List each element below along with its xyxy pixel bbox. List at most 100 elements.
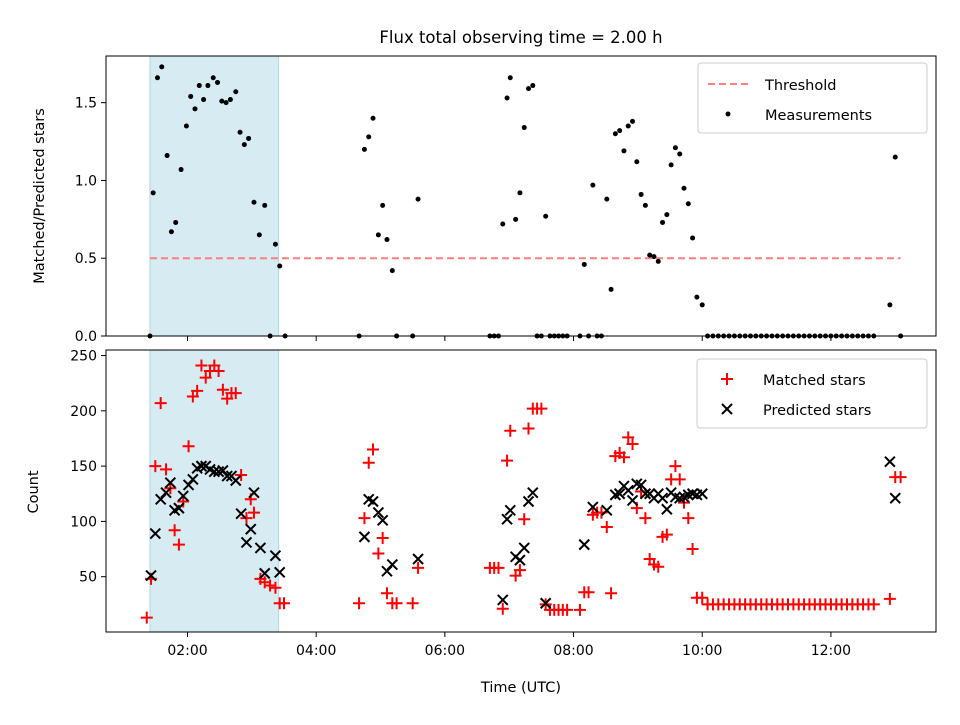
predicted-point [696, 488, 708, 500]
predicted-point [164, 476, 177, 489]
matched-point [504, 424, 517, 437]
bottom-axes: 50 100 150 200 250 02:00 04:00 06:00 08:00 10:00 1… [70, 349, 937, 659]
matched-point [617, 451, 630, 464]
matched-point [247, 506, 260, 519]
predicted-point [656, 492, 669, 504]
y-tick-label: 50 [79, 570, 97, 586]
y-tick-label: 1.5 [75, 96, 97, 112]
matched-point [390, 597, 403, 610]
matched-point [682, 512, 695, 525]
measurement-point [201, 97, 207, 103]
measurement-point [677, 151, 683, 157]
matched-point [673, 473, 686, 486]
predicted-point [518, 542, 530, 554]
measurement-point [205, 83, 211, 89]
matched-point [883, 592, 896, 605]
x-tick-label: 10:00 [682, 643, 722, 659]
measurement-point [642, 202, 648, 208]
measurement-point [634, 159, 640, 165]
measurement-point [500, 221, 506, 227]
predicted-point [501, 513, 513, 525]
shaded-interval [149, 349, 280, 633]
predicted-point [601, 504, 613, 517]
matched-point [353, 597, 366, 610]
measurement-point [366, 134, 372, 140]
predicted-point [412, 553, 424, 565]
predicted-point [639, 488, 652, 500]
matched-point [367, 443, 380, 456]
matched-point [229, 387, 242, 400]
matched-point [278, 597, 291, 610]
x-tick-label: 08:00 [553, 643, 593, 659]
matched-point [686, 543, 699, 556]
matched-point [600, 520, 613, 533]
matched-point [212, 365, 225, 378]
shaded-interval [149, 55, 280, 337]
measurement-point [159, 64, 165, 70]
measurement-point [389, 268, 395, 274]
predicted-legend-label: Predicted stars [763, 403, 871, 419]
x-tick-label: 06:00 [425, 643, 465, 659]
matched-point [140, 611, 153, 624]
measurement-point [621, 148, 627, 154]
measurement-point [188, 93, 194, 99]
predicted-point [889, 492, 901, 504]
matched-point [652, 560, 665, 573]
measurements-legend-marker [725, 111, 731, 117]
matched-point [269, 581, 282, 594]
matched-point [573, 603, 586, 616]
x-axis-label: Time (UTC) [480, 680, 561, 696]
measurement-point [246, 135, 252, 141]
matched-point [406, 597, 419, 610]
measurement-point [651, 254, 657, 260]
matched-point [172, 538, 185, 551]
measurement-point [272, 241, 278, 247]
y-tick-label: 1.0 [75, 173, 97, 189]
measurement-point [608, 286, 614, 292]
matched-point [191, 384, 204, 397]
predicted-point [269, 549, 282, 562]
predicted-point [274, 566, 286, 578]
matched-point [380, 587, 393, 600]
measurement-point [690, 235, 696, 241]
measurements-legend-label: Measurements [765, 108, 872, 124]
y-tick-label: 0.5 [75, 251, 97, 267]
measurement-point [150, 190, 156, 196]
measurement-point [672, 145, 678, 151]
measurement-point [638, 191, 644, 197]
predicted-point [230, 474, 242, 487]
matched-point [362, 456, 375, 469]
matched-point [216, 383, 229, 396]
measurement-point [154, 75, 160, 81]
predicted-point [497, 594, 509, 606]
measurement-point [668, 162, 674, 168]
matched-point [561, 603, 574, 616]
legend-frame [696, 358, 928, 429]
top-axes: 0.0 0.5 1.0 1.5 [75, 55, 937, 345]
measurement-point [530, 83, 536, 89]
measurement-point [581, 261, 587, 267]
measurement-point [168, 229, 174, 235]
measurement-point [521, 125, 527, 131]
predicted-point [177, 490, 189, 502]
measurement-point [625, 123, 631, 129]
predicted-point [372, 506, 385, 519]
matched-point [582, 586, 595, 599]
measurement-point [507, 75, 513, 81]
measurement-point [178, 167, 184, 173]
measurement-point [223, 100, 229, 106]
matched-point [149, 460, 162, 473]
predicted-point [504, 504, 516, 517]
x-tick-label: 12:00 [811, 643, 851, 659]
measurement-point [415, 196, 421, 202]
measurement-point [604, 196, 610, 202]
predicted-point [622, 484, 634, 497]
matched-point [660, 528, 673, 541]
predicted-point [149, 527, 162, 540]
matched-point [264, 579, 277, 592]
matched-point [376, 532, 389, 544]
matched-point [518, 513, 531, 526]
matched-point [372, 547, 385, 560]
predicted-point [173, 502, 185, 514]
predicted-point [221, 470, 233, 482]
